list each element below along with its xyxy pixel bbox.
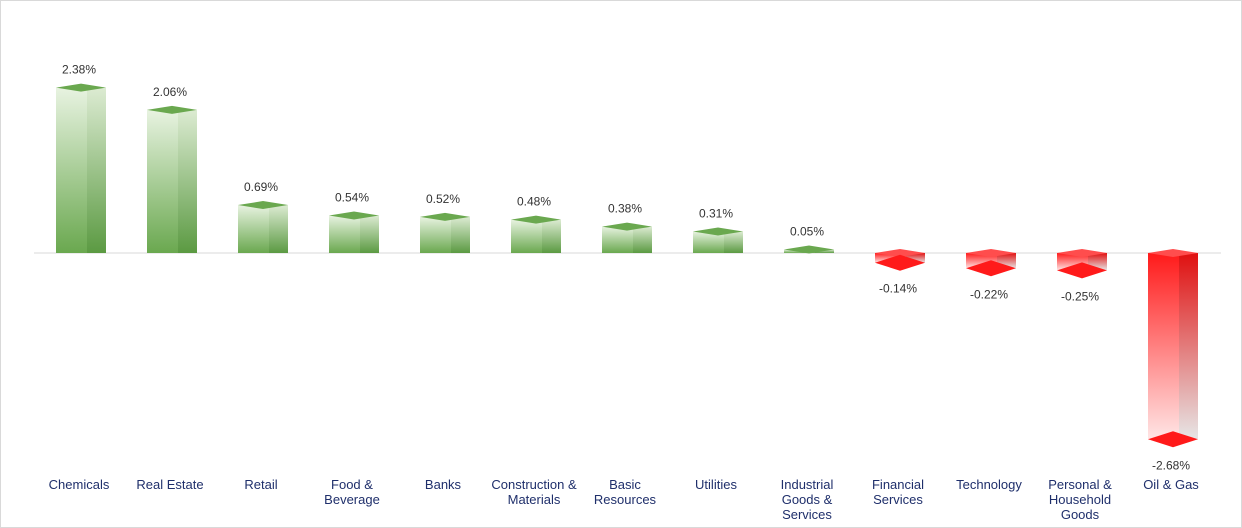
bar-front: [602, 226, 633, 253]
category-label: Basic Resources: [593, 477, 657, 507]
bar-bottom-cap: [1148, 431, 1198, 448]
data-label: 2.06%: [153, 85, 187, 99]
bar-top: [602, 222, 652, 231]
bar-side: [451, 216, 470, 253]
data-label: 0.54%: [335, 190, 369, 204]
bar-side: [178, 109, 197, 253]
bar: [693, 227, 743, 253]
bar-top: [1057, 249, 1107, 257]
bar-side: [269, 205, 288, 253]
bar: [1148, 249, 1198, 448]
bar-top: [329, 211, 379, 220]
bar: [56, 83, 106, 253]
data-label: 0.69%: [244, 180, 278, 194]
bar: [784, 245, 834, 254]
data-label: 0.31%: [699, 206, 733, 220]
bar-front: [1148, 253, 1179, 440]
bar-bottom-cap: [875, 254, 925, 271]
bar-top: [147, 105, 197, 114]
bar-side: [542, 219, 561, 253]
bar: [1057, 249, 1107, 279]
data-label: 0.52%: [426, 192, 460, 206]
category-label: Technology: [956, 477, 1022, 492]
bar-top: [693, 227, 743, 236]
category-label: Real Estate: [136, 477, 204, 492]
bar-bottom-cap: [1057, 262, 1107, 279]
bar-side: [633, 226, 652, 253]
bar-side: [815, 249, 834, 253]
data-label: 2.38%: [62, 63, 96, 77]
category-label: Personal & Household Goods: [1048, 477, 1112, 522]
bar-front: [238, 205, 269, 253]
category-label: Construction & Materials: [491, 477, 577, 507]
category-label: Financial Services: [871, 477, 925, 507]
bar: [420, 212, 470, 253]
category-label: Utilities: [695, 477, 737, 492]
data-label: -0.14%: [879, 282, 917, 296]
bar-side: [1179, 253, 1198, 440]
data-label: 0.05%: [790, 225, 824, 239]
category-label: Oil & Gas: [1143, 477, 1199, 492]
bar-top: [511, 215, 561, 224]
bar-top: [420, 212, 470, 221]
data-label: -0.25%: [1061, 289, 1099, 303]
bar-front: [329, 215, 360, 253]
bar: [511, 215, 561, 253]
bar: [966, 249, 1016, 277]
bar-front: [511, 219, 542, 253]
bar: [147, 105, 197, 253]
bar-top: [1148, 249, 1198, 257]
bar-front: [147, 109, 178, 253]
bar: [875, 249, 925, 271]
category-label: Industrial Goods & Services: [780, 477, 834, 522]
bar: [329, 211, 379, 253]
bar-side: [87, 87, 106, 253]
bar-front: [420, 216, 451, 253]
data-label: -2.68%: [1152, 458, 1190, 472]
data-label: 0.48%: [517, 195, 551, 209]
bar-side: [906, 253, 925, 263]
bar-side: [724, 231, 743, 253]
bar-front: [56, 87, 87, 253]
category-label: Banks: [424, 477, 462, 492]
bar-side: [360, 215, 379, 253]
data-label: -0.22%: [970, 287, 1008, 301]
bar: [602, 222, 652, 253]
bar: [238, 201, 288, 253]
bar-top: [238, 201, 288, 210]
bar-top: [56, 83, 106, 92]
category-label: Retail: [244, 477, 278, 492]
bar-bottom-cap: [966, 260, 1016, 277]
bar-top: [784, 245, 834, 254]
data-label: 0.38%: [608, 202, 642, 216]
bar-front: [693, 231, 724, 253]
category-label: Food & Beverage: [324, 477, 380, 507]
bar-top: [875, 249, 925, 257]
category-label: Chemicals: [48, 477, 110, 492]
bar-top: [966, 249, 1016, 257]
